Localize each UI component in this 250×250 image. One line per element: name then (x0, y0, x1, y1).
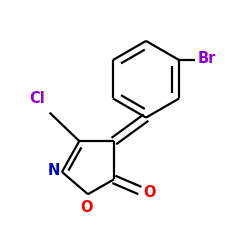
Text: O: O (143, 185, 155, 200)
Text: N: N (48, 163, 60, 178)
Text: Br: Br (198, 51, 216, 66)
Text: Cl: Cl (30, 92, 45, 106)
Text: O: O (80, 200, 93, 216)
